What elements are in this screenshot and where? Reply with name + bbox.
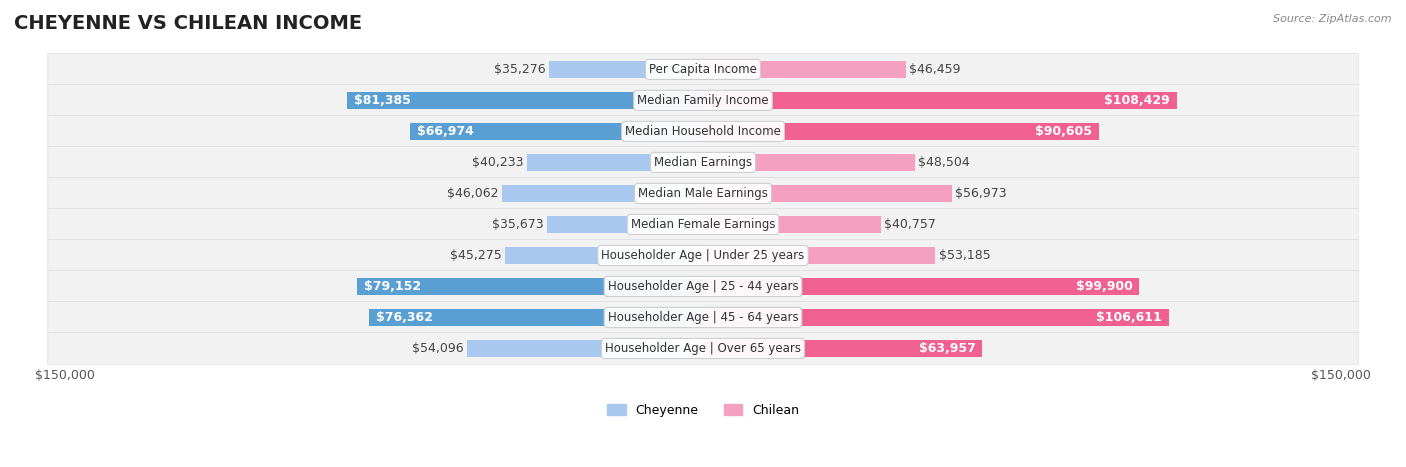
Text: Householder Age | 25 - 44 years: Householder Age | 25 - 44 years [607,280,799,293]
Bar [505,247,703,264]
Bar [703,340,983,357]
Text: $66,974: $66,974 [418,125,474,138]
Bar [547,216,703,233]
Bar [502,185,703,202]
Bar [527,154,703,171]
FancyBboxPatch shape [48,85,1358,116]
Text: Median Earnings: Median Earnings [654,156,752,169]
Text: $76,362: $76,362 [375,311,433,324]
Bar [703,309,1168,326]
FancyBboxPatch shape [48,147,1358,178]
FancyBboxPatch shape [48,240,1358,271]
Text: CHEYENNE VS CHILEAN INCOME: CHEYENNE VS CHILEAN INCOME [14,14,363,33]
FancyBboxPatch shape [48,177,1358,209]
Bar [411,123,703,140]
Text: $45,275: $45,275 [450,249,502,262]
Text: Median Household Income: Median Household Income [626,125,780,138]
Text: $48,504: $48,504 [918,156,970,169]
Text: Median Female Earnings: Median Female Earnings [631,218,775,231]
Bar [703,278,1139,295]
Text: $99,900: $99,900 [1076,280,1133,293]
Bar [703,154,915,171]
Text: Householder Age | Under 25 years: Householder Age | Under 25 years [602,249,804,262]
Text: Householder Age | 45 - 64 years: Householder Age | 45 - 64 years [607,311,799,324]
Text: $108,429: $108,429 [1104,94,1170,107]
Bar [370,309,703,326]
Text: $46,062: $46,062 [447,187,499,200]
Text: $40,757: $40,757 [884,218,936,231]
Text: $90,605: $90,605 [1035,125,1092,138]
Text: $40,233: $40,233 [472,156,524,169]
FancyBboxPatch shape [48,302,1358,333]
Legend: Cheyenne, Chilean: Cheyenne, Chilean [602,399,804,422]
Text: $150,000: $150,000 [35,368,94,382]
Text: Median Male Earnings: Median Male Earnings [638,187,768,200]
Text: Per Capita Income: Per Capita Income [650,63,756,76]
Text: $150,000: $150,000 [1312,368,1371,382]
Bar [703,123,1098,140]
Text: $35,276: $35,276 [494,63,546,76]
Text: Source: ZipAtlas.com: Source: ZipAtlas.com [1274,14,1392,24]
Text: Householder Age | Over 65 years: Householder Age | Over 65 years [605,342,801,355]
Bar [703,185,952,202]
Text: $35,673: $35,673 [492,218,544,231]
Text: $56,973: $56,973 [955,187,1007,200]
Text: $81,385: $81,385 [354,94,411,107]
Text: $106,611: $106,611 [1097,311,1163,324]
Text: $54,096: $54,096 [412,342,464,355]
FancyBboxPatch shape [48,209,1358,240]
Text: $53,185: $53,185 [939,249,990,262]
FancyBboxPatch shape [48,333,1358,364]
Bar [703,92,1177,109]
Text: $46,459: $46,459 [910,63,960,76]
FancyBboxPatch shape [48,54,1358,85]
Text: $79,152: $79,152 [364,280,420,293]
Bar [703,247,935,264]
Text: $63,957: $63,957 [920,342,976,355]
Bar [548,61,703,78]
Bar [703,61,905,78]
FancyBboxPatch shape [48,271,1358,302]
Bar [347,92,703,109]
Bar [357,278,703,295]
Bar [467,340,703,357]
Text: Median Family Income: Median Family Income [637,94,769,107]
FancyBboxPatch shape [48,116,1358,147]
Bar [703,216,882,233]
